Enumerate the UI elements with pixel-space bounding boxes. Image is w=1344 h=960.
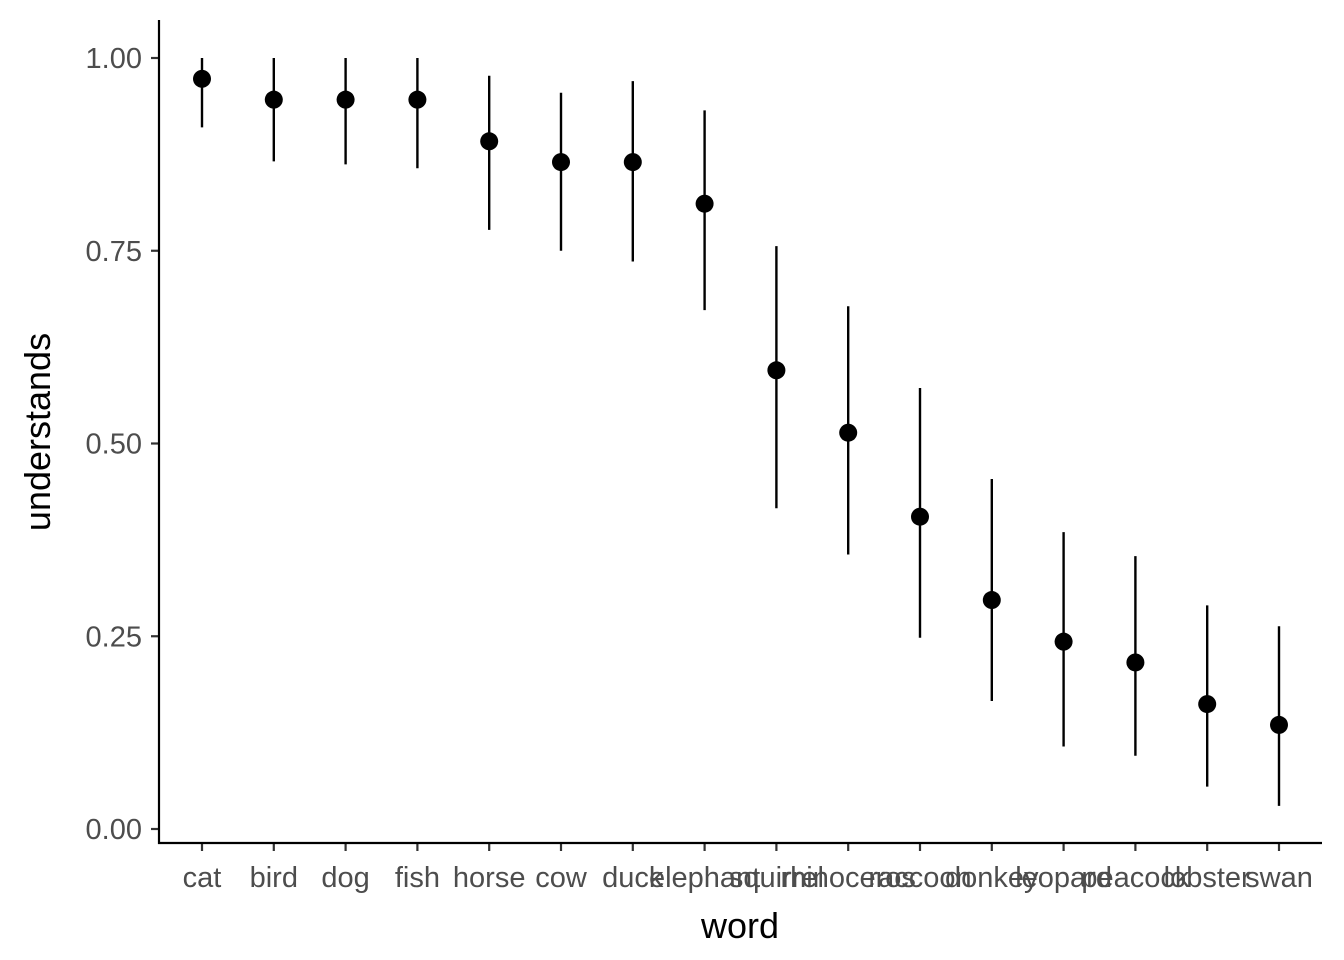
x-tick-label-dog: dog [321, 862, 369, 894]
x-tick-label-rhinoceros: rhinoceros [780, 862, 915, 894]
point-raccoon [911, 507, 929, 526]
x-tick-label-elephant: elephant [649, 862, 760, 894]
point-donkey [982, 591, 1001, 610]
data-points [193, 69, 1288, 734]
point-bird [264, 90, 283, 109]
y-tick-label: 0.75 [86, 236, 142, 268]
point-squirrel [767, 361, 786, 380]
x-tick-label-fish: fish [395, 862, 440, 894]
x-tick-label-squirrel: squirrel [729, 862, 824, 894]
x-axis-ticks: cat bird dog fish horse cow duckelephantsquirr… [183, 843, 1313, 894]
point-rhinoceros [839, 423, 858, 442]
y-axis-ticks: 0.00 0.25 0.50 0.75 1.00 [86, 43, 159, 846]
y-axis-title: understands [17, 333, 58, 531]
x-tick-label-cow: cow [535, 862, 588, 894]
x-tick-label-duck: duck [602, 862, 664, 894]
point-dog [336, 90, 355, 109]
point-fish [408, 90, 427, 109]
x-tick-label-peacock: peacock [1081, 862, 1190, 894]
point-leopard [1054, 632, 1073, 651]
point-cow [552, 153, 570, 172]
y-tick-label: 0.00 [86, 814, 142, 846]
x-axis-title: word [700, 905, 779, 946]
y-tick-label: 1.00 [86, 43, 142, 75]
point-swan [1270, 715, 1288, 734]
x-tick-label-bird: bird [250, 862, 298, 894]
point-lobster [1198, 695, 1217, 714]
point-peacock [1126, 653, 1145, 672]
point-cat [193, 69, 211, 88]
error-bars [200, 58, 1281, 806]
point-elephant [695, 194, 714, 213]
x-tick-label-leopard: leopard [1015, 862, 1112, 894]
x-tick-label-lobster: lobster [1164, 862, 1251, 894]
point-duck [623, 153, 642, 172]
x-tick-label-swan: swan [1245, 862, 1313, 894]
point-horse [480, 132, 499, 151]
x-tick-label-raccoon: raccoon [868, 862, 971, 894]
y-tick-label: 0.50 [86, 429, 142, 461]
x-tick-label-donkey: donkey [945, 862, 1039, 894]
x-tick-label-horse: horse [453, 862, 526, 894]
x-tick-label-cat: cat [183, 862, 222, 894]
y-tick-label: 0.25 [86, 621, 142, 653]
